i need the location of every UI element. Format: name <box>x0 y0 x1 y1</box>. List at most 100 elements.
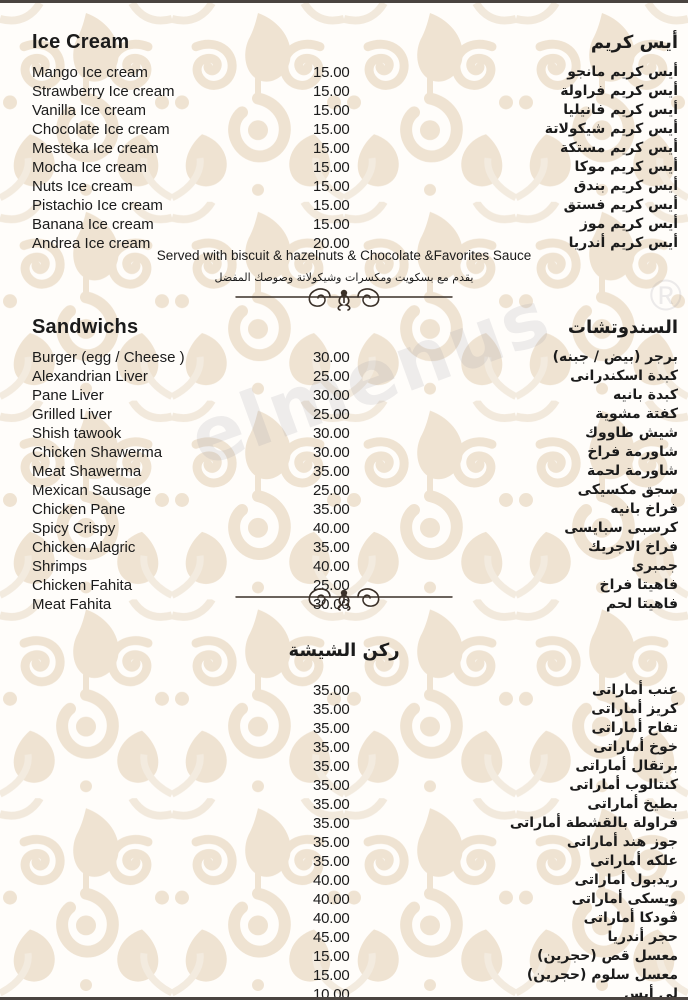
menu-item-row[interactable]: 40.00 ڤودكا أماراتى <box>0 909 688 928</box>
menu-item-row[interactable]: 40.00 ريدبول أماراتى <box>0 871 688 890</box>
item-name-en: Shrimps <box>32 558 88 575</box>
item-price: 40.00 <box>313 558 350 575</box>
menu-item-row[interactable]: 15.00 معسل سلوم (حجرين) <box>0 966 688 985</box>
menu-item-row[interactable]: 45.00 حجر أندريا <box>0 928 688 947</box>
item-price: 30.00 <box>313 349 350 366</box>
menu-item-row[interactable]: 35.00 عنب أماراتى <box>0 681 688 700</box>
section-header-sandwiches: Sandwichs السندوتشات <box>0 316 688 342</box>
menu-item-row[interactable]: Banana Ice cream 15.00 أيس كريم موز <box>0 215 688 234</box>
item-price: 35.00 <box>313 539 350 556</box>
item-name-ar: أيس كريم مانجو <box>567 64 678 80</box>
item-price: 35.00 <box>313 501 350 518</box>
menu-item-row[interactable]: 15.00 معسل قص (حجرين) <box>0 947 688 966</box>
menu-item-row[interactable]: Spicy Crispy 40.00 كرسبى سبايسى <box>0 519 688 538</box>
item-name-ar: أيس كريم شيكولاتة <box>544 121 678 137</box>
item-name-en: Strawberry Ice cream <box>32 83 175 100</box>
item-list-sandwiches: Burger (egg / Cheese ) 30.00 برجر (بيض /… <box>0 348 688 614</box>
section-title-en: Ice Cream <box>32 31 130 53</box>
menu-item-row[interactable]: 35.00 كنتالوب أماراتى <box>0 776 688 795</box>
item-price: 25.00 <box>313 406 350 423</box>
item-price: 25.00 <box>313 368 350 385</box>
item-name-ar: أيس كريم موز <box>579 216 678 232</box>
menu-item-row[interactable]: 35.00 برتقال أماراتى <box>0 757 688 776</box>
item-name-ar: بطيخ أماراتى <box>587 796 678 812</box>
item-name-en: Banana Ice cream <box>32 216 154 233</box>
menu-item-row[interactable]: 10.00 لى أيس <box>0 985 688 1000</box>
menu-item-row[interactable]: Mango Ice cream 15.00 أيس كريم مانجو <box>0 63 688 82</box>
menu-item-row[interactable]: 35.00 كريز أماراتى <box>0 700 688 719</box>
menu-item-row[interactable]: Mexican Sausage 25.00 سجق مكسيكى <box>0 481 688 500</box>
item-name-en: Alexandrian Liver <box>32 368 148 385</box>
menu-item-row[interactable]: Shrimps 40.00 جمبرى <box>0 557 688 576</box>
menu-item-row[interactable]: Burger (egg / Cheese ) 30.00 برجر (بيض /… <box>0 348 688 367</box>
item-price: 15.00 <box>313 216 350 233</box>
item-name-ar: كريز أماراتى <box>591 701 678 717</box>
menu-item-row[interactable]: Chocolate Ice cream 15.00 أيس كريم شيكول… <box>0 120 688 139</box>
section-shisha: 35.00 عنب أماراتى 35.00 كريز أماراتى 35.… <box>0 681 688 1000</box>
item-price: 35.00 <box>313 834 350 851</box>
menu-item-row[interactable]: Nuts Ice cream 15.00 أيس كريم بندق <box>0 177 688 196</box>
item-name-en: Chocolate Ice cream <box>32 121 170 138</box>
menu-item-row[interactable]: Alexandrian Liver 25.00 كبدة اسكندرانى <box>0 367 688 386</box>
item-price: 15.00 <box>313 197 350 214</box>
item-name-ar: لى أيس <box>623 986 678 1000</box>
menu-item-row[interactable]: Pistachio Ice cream 15.00 أيس كريم فستق <box>0 196 688 215</box>
menu-item-row[interactable]: Shish tawook 30.00 شيش طاووك <box>0 424 688 443</box>
item-name-ar: تفاح أماراتى <box>591 720 678 736</box>
item-name-en: Chicken Alagric <box>32 539 136 556</box>
item-name-ar: ريدبول أماراتى <box>574 872 678 888</box>
item-price: 15.00 <box>313 178 350 195</box>
item-price: 40.00 <box>313 910 350 927</box>
menu-item-row[interactable]: 35.00 خوخ أماراتى <box>0 738 688 757</box>
flourish-icon <box>235 588 453 611</box>
item-name-ar: أيس كريم بندق <box>573 178 678 194</box>
menu-item-row[interactable]: Chicken Shawerma 30.00 شاورمة فراخ <box>0 443 688 462</box>
item-name-ar: أيس كريم فراولة <box>560 83 678 99</box>
menu-item-row[interactable]: Pane Liver 30.00 كبدة بانيه <box>0 386 688 405</box>
section-title-shisha-ar: ركن الشيشة <box>288 640 400 661</box>
menu-item-row[interactable]: Chicken Alagric 35.00 فراخ الاجريك <box>0 538 688 557</box>
item-name-ar: كفتة مشوية <box>595 406 678 422</box>
section-sandwiches: Sandwichs السندوتشات Burger (egg / Chees… <box>0 316 688 614</box>
item-name-en: Chicken Shawerma <box>32 444 163 461</box>
menu-item-row[interactable]: 40.00 ويسكى أماراتى <box>0 890 688 909</box>
menu-item-row[interactable]: Strawberry Ice cream 15.00 أيس كريم فراو… <box>0 82 688 101</box>
item-name-ar: شاورمة لحمة <box>586 463 678 479</box>
item-name-ar: كبدة بانيه <box>612 387 678 403</box>
item-name-ar: ڤودكا أماراتى <box>583 910 678 926</box>
menu-item-row[interactable]: Vanilla Ice cream 15.00 أيس كريم فانيليا <box>0 101 688 120</box>
item-name-en: Mesteka Ice cream <box>32 140 159 157</box>
item-name-en: Vanilla Ice cream <box>32 102 146 119</box>
menu-item-row[interactable]: Meat Shawerma 35.00 شاورمة لحمة <box>0 462 688 481</box>
item-name-en: Grilled Liver <box>32 406 113 423</box>
item-name-ar: فراخ الاجريك <box>588 539 678 555</box>
item-name-ar: سجق مكسيكى <box>577 482 678 498</box>
menu-item-row[interactable]: 35.00 تفاح أماراتى <box>0 719 688 738</box>
item-name-ar: برجر (بيض / جبنه) <box>552 349 678 365</box>
item-price: 35.00 <box>313 739 350 756</box>
flourish-icon <box>235 288 453 311</box>
menu-item-row[interactable]: 35.00 جوز هند أماراتى <box>0 833 688 852</box>
ornament-divider-1 <box>0 283 688 311</box>
section-title-ar: السندوتشات <box>567 317 678 338</box>
item-name-ar: برتقال أماراتى <box>575 758 678 774</box>
menu-item-row[interactable]: 35.00 علكه أماراتى <box>0 852 688 871</box>
item-price: 15.00 <box>313 140 350 157</box>
menu-item-row[interactable]: Chicken Pane 35.00 فراخ بانيه <box>0 500 688 519</box>
item-name-ar: علكه أماراتى <box>590 853 678 869</box>
menu-item-row[interactable]: 35.00 فراولة بالقشطة أماراتى <box>0 814 688 833</box>
item-price: 35.00 <box>313 853 350 870</box>
item-name-ar: خوخ أماراتى <box>593 739 678 755</box>
item-name-ar: أيس كريم فانيليا <box>563 102 678 118</box>
item-name-en: Shish tawook <box>32 425 122 442</box>
menu-item-row[interactable]: Mesteka Ice cream 15.00 أيس كريم مستكة <box>0 139 688 158</box>
item-price: 30.00 <box>313 425 350 442</box>
menu-item-row[interactable]: Mocha Ice cream 15.00 أيس كريم موكا <box>0 158 688 177</box>
item-name-ar: كرسبى سبايسى <box>564 520 678 536</box>
menu-item-row[interactable]: Grilled Liver 25.00 كفتة مشوية <box>0 405 688 424</box>
item-name-en: Spicy Crispy <box>32 520 116 537</box>
item-price: 15.00 <box>313 102 350 119</box>
item-name-ar: شاورمة فراخ <box>587 444 678 460</box>
menu-item-row[interactable]: 35.00 بطيخ أماراتى <box>0 795 688 814</box>
item-price: 40.00 <box>313 891 350 908</box>
